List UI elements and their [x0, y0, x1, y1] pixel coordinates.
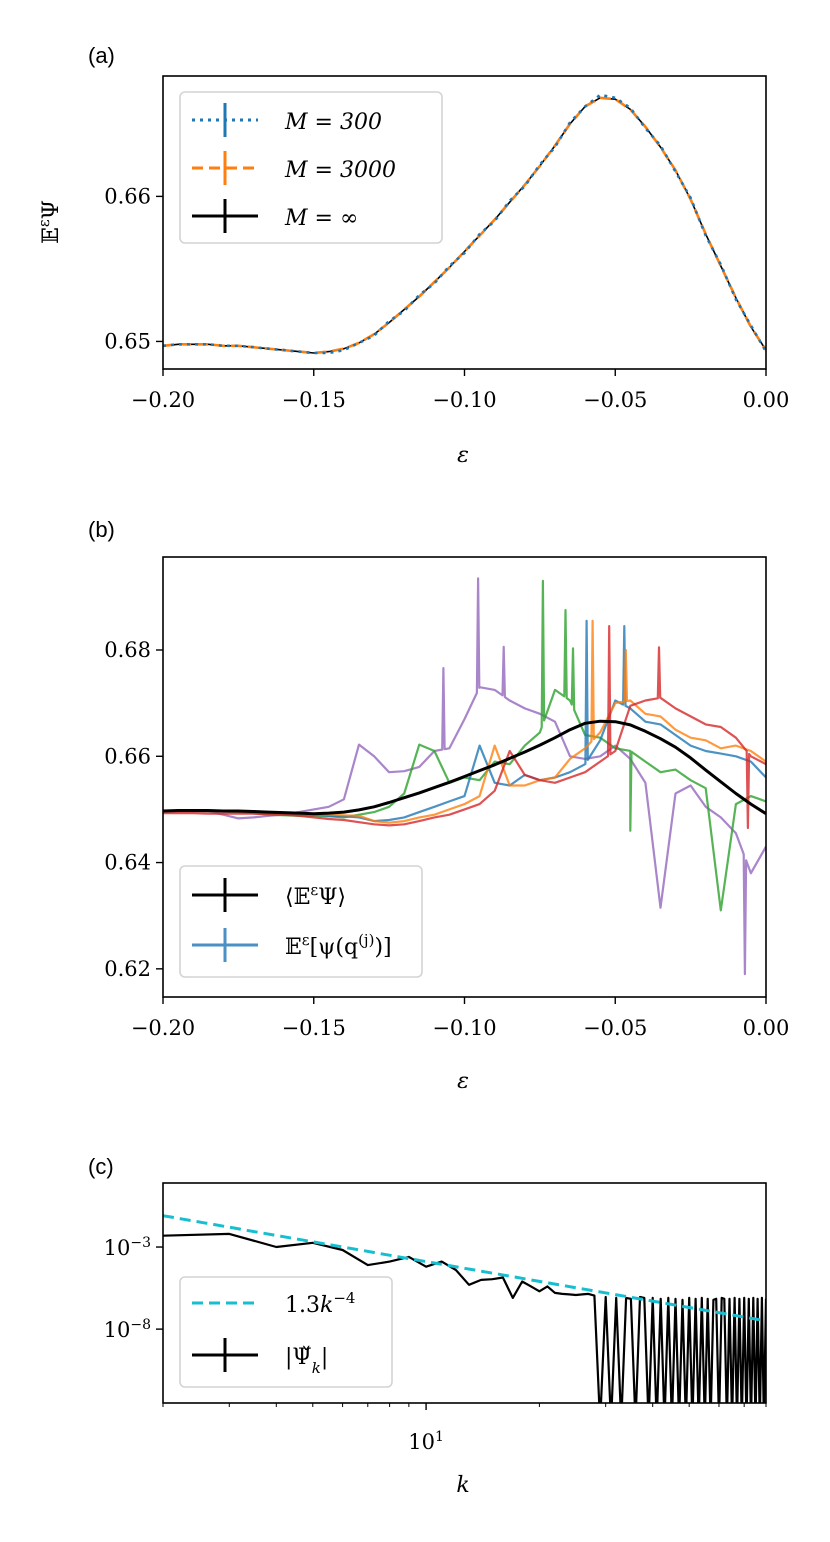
panel-c-axes-frame: [162, 1182, 767, 1404]
y-tick-label: 0.68: [104, 638, 151, 662]
label-segment: ⟨𝔼: [285, 885, 310, 910]
x-axis-label-b: ε: [457, 1069, 469, 1094]
label-segment: ε: [302, 931, 310, 949]
label-segment: 1.3: [285, 1293, 320, 1318]
label-segment: −4: [333, 1289, 355, 1307]
series-line-fit: [163, 1214, 766, 1323]
tick-base: 10: [104, 1318, 131, 1342]
tick-exponent: −3: [130, 1235, 151, 1251]
y-tick-label: 0.65: [104, 329, 151, 353]
legend-a: [179, 91, 443, 244]
legend-c-label-0: 1.3k−4: [285, 1289, 355, 1318]
y-tick-label: 10−8: [104, 1317, 151, 1342]
y-axis-label-a: 𝔼εΨ: [35, 200, 64, 244]
legend-b: [179, 865, 423, 978]
panel-label-c: (c): [88, 1154, 114, 1179]
label-segment: k: [320, 1293, 333, 1318]
x-tick-label: −0.15: [282, 388, 346, 412]
tick-base: 10: [104, 1236, 131, 1260]
legend-b-label-0: ⟨𝔼εΨ⟩: [285, 881, 346, 910]
label-segment: M = ∞: [284, 206, 358, 231]
x-tick-label: −0.15: [282, 1016, 346, 1040]
x-tick-label: −0.10: [432, 1016, 496, 1040]
plot-area-b: [163, 577, 766, 976]
label-segment: ε: [35, 219, 53, 227]
x-tick-label: −0.20: [131, 388, 195, 412]
series-line-sample-red: [163, 625, 766, 830]
label-segment: [ψ(q: [310, 935, 359, 960]
x-tick-label: −0.20: [131, 1016, 195, 1040]
series-line-M-300: [163, 93, 766, 355]
plot-area-c: [163, 1214, 766, 1403]
tick-exponent: −8: [130, 1317, 151, 1333]
label-segment: ε: [310, 881, 318, 899]
panel-label-a: (a): [88, 43, 115, 68]
legend-b-label-1: 𝔼ε[ψ(q(j))]: [285, 931, 392, 960]
legend-a-label-2: M = ∞: [284, 206, 358, 231]
label-segment: |Ψ̌: [285, 1345, 312, 1370]
x-tick-label: −0.05: [583, 388, 647, 412]
label-segment: M = 3000: [284, 158, 396, 183]
x-tick-label: 101: [408, 1429, 444, 1454]
tick-base: 10: [408, 1430, 435, 1454]
legend-c-label-1: |Ψ̌k|: [285, 1345, 328, 1377]
plot-area-a: [163, 93, 766, 355]
label-segment: |: [321, 1345, 328, 1370]
y-tick-label: 0.66: [104, 744, 151, 768]
legend-a-label-0: M = 300: [284, 110, 382, 135]
series-line-psi-k: [163, 1232, 766, 1403]
label-segment: Ψ⟩: [318, 885, 346, 910]
y-tick-label: 0.62: [104, 957, 151, 981]
x-tick-label: 0.00: [743, 1016, 790, 1040]
x-axis-label-a: ε: [457, 443, 469, 468]
x-tick-label: −0.10: [432, 388, 496, 412]
y-tick-label: 0.64: [104, 851, 151, 875]
tick-exponent: 1: [435, 1429, 444, 1445]
y-tick-label: 0.66: [104, 184, 151, 208]
x-axis-label-c: k: [456, 1473, 469, 1498]
x-tick-label: −0.05: [583, 1016, 647, 1040]
label-segment: k: [312, 1359, 321, 1377]
label-segment: 𝔼: [39, 227, 64, 244]
y-tick-label: 10−3: [104, 1235, 151, 1260]
label-segment: Ψ: [39, 200, 64, 219]
label-segment: (j): [358, 931, 374, 949]
label-segment: 𝔼: [285, 935, 302, 960]
x-tick-label: 0.00: [743, 388, 790, 412]
legend-a-label-1: M = 3000: [284, 158, 396, 183]
label-segment: M = 300: [284, 110, 382, 135]
panel-label-b: (b): [88, 517, 115, 542]
label-segment: )]: [374, 935, 391, 960]
series-line-mean: [163, 719, 766, 816]
